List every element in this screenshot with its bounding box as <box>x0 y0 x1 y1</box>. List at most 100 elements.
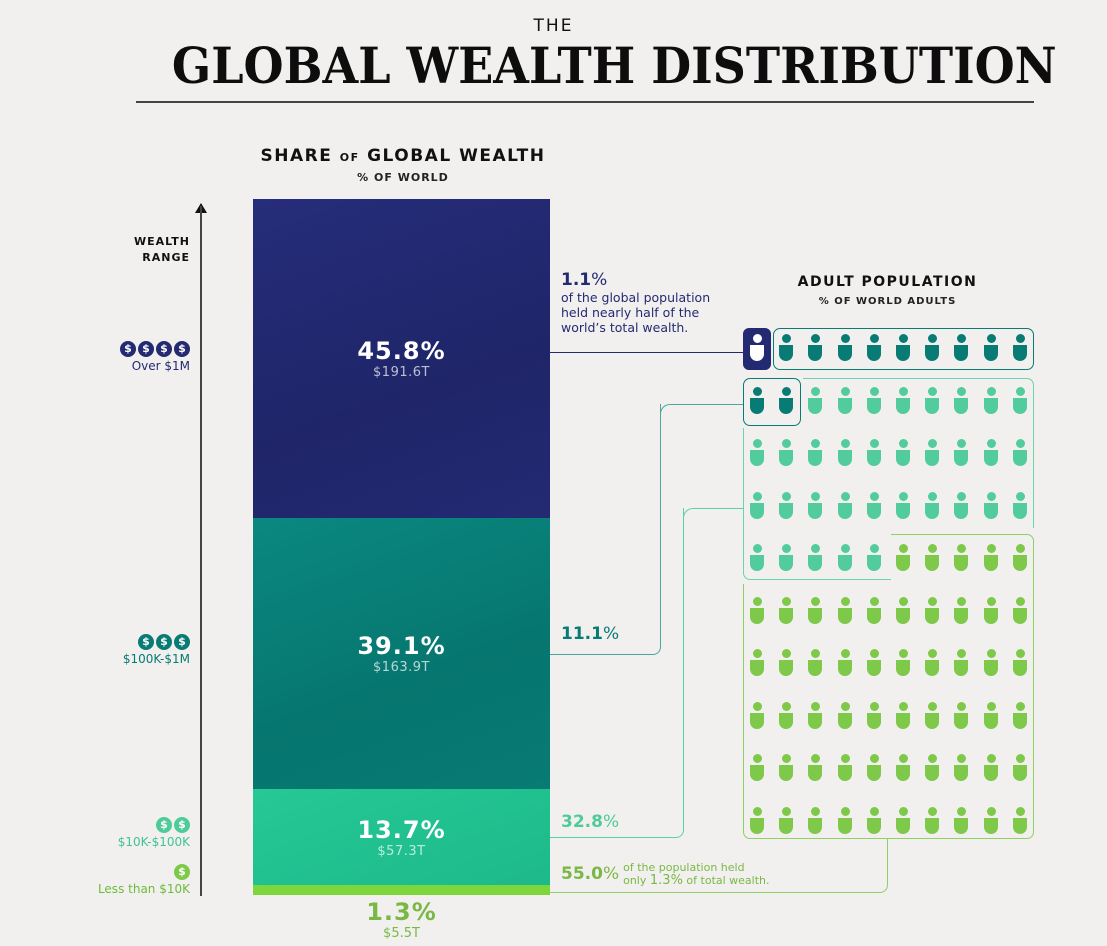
person-icon <box>954 334 969 362</box>
person-icon <box>896 649 910 677</box>
segment-percent: 1.3% <box>366 898 437 926</box>
person-icon <box>779 596 794 625</box>
person-icon <box>866 334 881 362</box>
title-kicker: THE <box>533 16 574 36</box>
wealth-chart-subtitle: % OF WORLD <box>357 171 449 184</box>
callout-text: of the global population <box>561 290 711 305</box>
dollar-coin-icon: $ <box>156 341 172 357</box>
axis-label: WEALTH RANGE <box>100 234 190 266</box>
person-icon <box>1012 754 1027 782</box>
tier-range: Over $1M <box>131 359 190 373</box>
callout-text: held nearly half of the <box>561 305 700 320</box>
person-icon <box>837 439 852 467</box>
person-icon <box>1012 439 1027 467</box>
person-icon <box>779 649 794 677</box>
axis-label-line: RANGE <box>142 251 190 264</box>
person-icon <box>866 491 881 520</box>
person-icon <box>954 701 969 730</box>
person-icon <box>954 386 969 415</box>
person-icon <box>925 754 940 782</box>
tier-range: $10K-$100K <box>117 835 190 849</box>
person-icon <box>750 754 764 782</box>
person-icon <box>837 701 852 730</box>
tier-label-under-10k: $ Less than $10K <box>98 864 190 896</box>
person-icon <box>779 386 794 415</box>
person-icon <box>808 439 823 467</box>
person-icon <box>925 386 940 415</box>
person-icon <box>808 649 823 677</box>
person-icon <box>983 649 998 677</box>
person-icon <box>779 754 794 782</box>
person-icon <box>983 806 998 835</box>
segment-amount: $163.9T <box>373 660 430 675</box>
person-icon <box>954 596 969 625</box>
callout-percent: 1.1 <box>561 270 592 290</box>
person-icon <box>896 334 910 362</box>
person-icon <box>925 439 940 467</box>
person-icon <box>808 806 823 835</box>
bar-segment-100k-1m: 39.1% $163.9T <box>253 518 550 789</box>
person-icon <box>1012 491 1027 520</box>
callout-bottom: 55.0% of the population held only 1.3% o… <box>561 861 770 887</box>
person-icon <box>896 386 910 415</box>
title-divider <box>136 101 1034 103</box>
person-icon <box>896 491 910 520</box>
segment-amount: $191.6T <box>373 365 430 380</box>
person-icon <box>750 649 764 677</box>
person-icon <box>896 596 910 625</box>
person-icon <box>750 491 764 520</box>
person-icon <box>983 544 998 572</box>
person-icon <box>1012 701 1027 730</box>
callout-percent: 55.0 <box>561 864 603 884</box>
person-icon <box>750 334 764 362</box>
person-icon <box>896 754 910 782</box>
percent-sign: % <box>602 624 620 644</box>
coin-icons: $ <box>98 864 190 880</box>
person-icon <box>779 491 794 520</box>
group-box-10k-100k <box>743 378 1034 580</box>
segment-amount: $5.5T <box>383 926 420 941</box>
person-icon <box>808 701 823 730</box>
person-icon <box>983 754 998 782</box>
person-icon <box>925 334 940 362</box>
coin-icons: $ $ $ $ <box>120 341 190 357</box>
person-icon <box>954 649 969 677</box>
tier-label-over-1m: $ $ $ $ Over $1M <box>120 341 190 373</box>
wealth-stacked-bar: 45.8% $191.6T 39.1% $163.9T 13.7% $57.3T <box>253 199 550 895</box>
person-icon <box>779 701 794 730</box>
person-icon <box>808 334 823 362</box>
person-icon <box>837 596 852 625</box>
person-icon <box>954 754 969 782</box>
callout-mid: 11.1% <box>561 624 619 644</box>
person-icon <box>750 544 764 572</box>
axis-label-line: WEALTH <box>133 235 190 248</box>
segment-percent: 39.1% <box>357 632 446 660</box>
person-icon <box>925 544 940 572</box>
person-icon <box>837 649 852 677</box>
tier-range: Less than $10K <box>97 882 190 896</box>
person-icon <box>866 596 881 625</box>
person-icon <box>837 754 852 782</box>
person-icon <box>750 439 764 467</box>
title-word: SHARE <box>260 146 333 166</box>
person-icon <box>896 806 910 835</box>
person-icon <box>925 491 940 520</box>
person-icon <box>866 544 881 572</box>
tier-range: $100K-$1M <box>122 652 190 666</box>
person-icon <box>1012 544 1027 572</box>
tier-label-100k-1m: $ $ $ $100K-$1M <box>123 634 190 666</box>
person-icon <box>866 439 881 467</box>
segment-percent: 45.8% <box>357 337 446 365</box>
person-icon <box>750 386 764 415</box>
person-icon <box>925 806 940 835</box>
segment-percent: 13.7% <box>357 815 446 844</box>
wealth-axis <box>200 206 202 896</box>
callout-top: 1.1% of the global population held nearl… <box>561 270 710 335</box>
person-icon <box>1012 386 1027 415</box>
callout-text: only <box>623 874 647 887</box>
percent-sign: % <box>591 270 608 290</box>
dollar-coin-icon: $ <box>138 341 154 357</box>
person-icon <box>954 439 969 467</box>
person-icon <box>896 701 910 730</box>
person-icon <box>925 649 940 677</box>
